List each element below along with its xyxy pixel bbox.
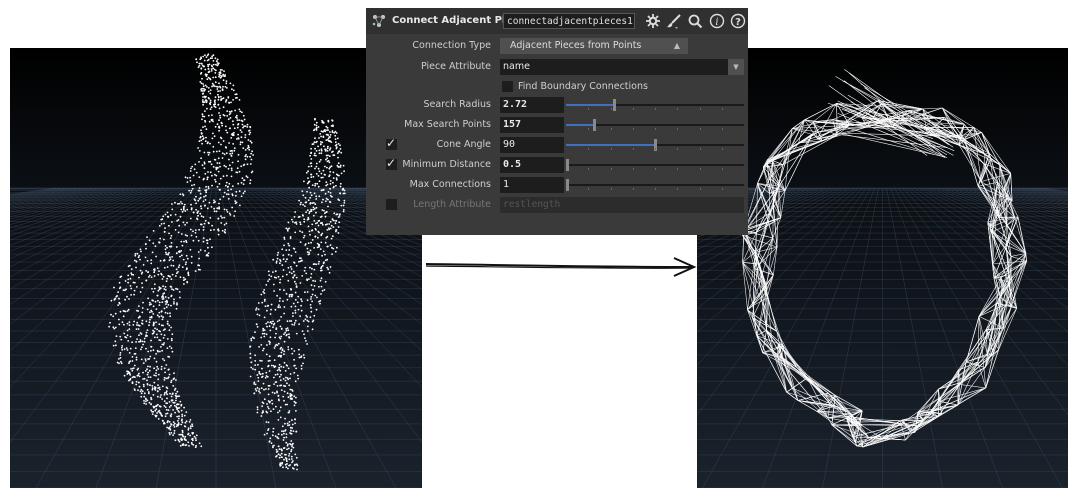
max-search-points-row: Max Search Points 157	[366, 116, 748, 134]
connection-type-label: Connection Type	[412, 40, 491, 51]
viewport-before[interactable]	[10, 48, 422, 488]
find-boundary-row: Find Boundary Connections	[366, 78, 748, 96]
max-connections-field[interactable]: 1	[500, 177, 564, 193]
piece-attribute-field[interactable]: name ▼	[500, 59, 744, 75]
help-icon[interactable]: ?	[730, 13, 746, 29]
checkmark-icon: ✓	[386, 156, 397, 170]
find-boundary-checkbox[interactable]	[502, 81, 513, 92]
node-title: Connect Adjacent Pieces	[392, 15, 531, 26]
slider-handle[interactable]	[654, 139, 657, 151]
svg-text:i: i	[715, 17, 718, 28]
piece-attribute-value: name	[503, 61, 530, 72]
node-name-field[interactable]: connectadjacentpieces1	[503, 13, 635, 29]
connection-type-dropdown[interactable]: Adjacent Pieces from Points ▲	[500, 38, 688, 54]
max-search-points-slider[interactable]	[566, 119, 744, 131]
slider-handle[interactable]	[566, 159, 569, 171]
node-icon	[372, 15, 385, 27]
length-attribute-row: Length Attribute restlength	[366, 196, 748, 214]
piece-attribute-label: Piece Attribute	[420, 61, 491, 72]
gear-icon[interactable]	[645, 13, 661, 29]
connection-lines	[742, 69, 1027, 448]
panel-header: Connect Adjacent Pieces connectadjacentp…	[366, 8, 748, 34]
connection-type-value: Adjacent Pieces from Points	[510, 40, 642, 51]
minimum-distance-checkbox[interactable]: ✓	[386, 156, 397, 170]
cone-angle-slider[interactable]	[566, 139, 744, 151]
minimum-distance-row: ✓ Minimum Distance 0.5	[366, 156, 748, 174]
piece-attribute-row: Piece Attribute name ▼	[366, 58, 748, 76]
max-search-points-field[interactable]: 157	[500, 117, 564, 133]
parameter-panel: Connect Adjacent Pieces connectadjacentp…	[366, 8, 748, 235]
right-arrow-icon	[425, 257, 697, 277]
info-icon[interactable]: i	[709, 13, 725, 29]
max-connections-slider[interactable]	[566, 179, 744, 191]
search-radius-row: Search Radius 2.72	[366, 96, 748, 114]
point-cloud	[108, 53, 346, 471]
cone-angle-field[interactable]: 90	[500, 137, 564, 153]
slider-handle[interactable]	[613, 99, 617, 111]
max-connections-label: Max Connections	[409, 179, 491, 190]
search-radius-label: Search Radius	[423, 99, 491, 110]
chevron-updown-icon: ▲	[673, 41, 680, 50]
svg-text:?: ?	[735, 17, 741, 28]
length-attribute-label: Length Attribute	[413, 199, 491, 210]
minimum-distance-label: Minimum Distance	[402, 159, 491, 170]
magnifier-icon[interactable]	[687, 13, 703, 29]
checkmark-icon: ✓	[386, 136, 397, 150]
viewport-after[interactable]	[697, 48, 1068, 488]
connected-lines-view	[697, 48, 1068, 488]
max-connections-row: Max Connections 1	[366, 176, 748, 194]
minimum-distance-field[interactable]: 0.5	[500, 157, 564, 173]
slider-handle[interactable]	[566, 179, 569, 191]
cone-angle-label: Cone Angle	[436, 139, 491, 150]
cone-angle-checkbox[interactable]: ✓	[386, 136, 397, 150]
cone-angle-row: ✓ Cone Angle 90	[366, 136, 748, 154]
brush-icon[interactable]	[666, 13, 682, 29]
find-boundary-label: Find Boundary Connections	[518, 81, 648, 92]
minimum-distance-slider[interactable]	[566, 159, 744, 171]
slider-handle[interactable]	[593, 119, 597, 131]
length-attribute-checkbox[interactable]	[386, 199, 397, 210]
search-radius-field[interactable]: 2.72	[500, 97, 564, 113]
connection-type-row: Connection Type Adjacent Pieces from Poi…	[366, 37, 748, 55]
point-cloud-view	[10, 48, 422, 488]
length-attribute-field[interactable]: restlength	[500, 197, 744, 213]
max-search-points-label: Max Search Points	[404, 119, 491, 130]
chevron-down-icon[interactable]: ▼	[728, 59, 744, 75]
search-radius-slider[interactable]	[566, 99, 744, 111]
